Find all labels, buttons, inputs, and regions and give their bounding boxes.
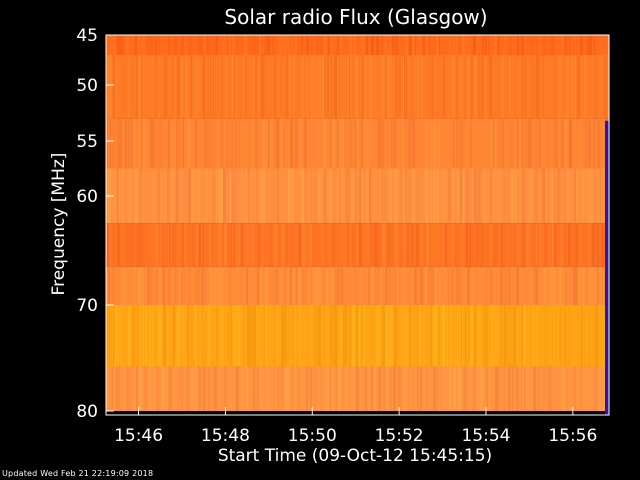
high-intensity-edge [605,120,609,415]
y-tick-label: 60 [76,187,98,207]
plot-frame [105,34,610,416]
frequency-band [106,305,609,367]
y-axis: 45 50 55 60 70 80 [76,26,114,422]
x-tick-label: 15:46 [114,426,163,446]
frequency-band [106,223,609,267]
frequency-band [106,118,609,169]
y-axis-label: Frequency [MHz] [49,153,69,296]
y-tick-label: 70 [76,296,98,316]
x-axis-label: Start Time (09-Oct-12 15:45:15) [218,446,492,466]
y-tick-label: 45 [76,26,98,46]
x-tick-label: 15:52 [375,426,424,446]
y-tick-label: 80 [76,402,98,422]
y-tick-label: 50 [76,76,98,96]
x-tick-label: 15:48 [201,426,250,446]
frequency-band [106,35,609,55]
plot-area [105,34,610,416]
updated-timestamp: Updated Wed Feb 21 22:19:09 2018 [2,469,154,478]
frequency-band [106,168,609,224]
y-tick-label: 55 [76,132,98,152]
x-tick-label: 15:50 [288,426,337,446]
frequency-band [106,55,609,119]
x-tick-label: 15:56 [548,426,597,446]
chart-title: Solar radio Flux (Glasgow) [224,5,487,29]
x-tick-label: 15:54 [461,426,510,446]
frequency-band [106,266,609,305]
frequency-band [106,366,609,411]
x-axis: 15:46 15:48 15:50 15:52 15:54 15:56 [114,407,597,446]
